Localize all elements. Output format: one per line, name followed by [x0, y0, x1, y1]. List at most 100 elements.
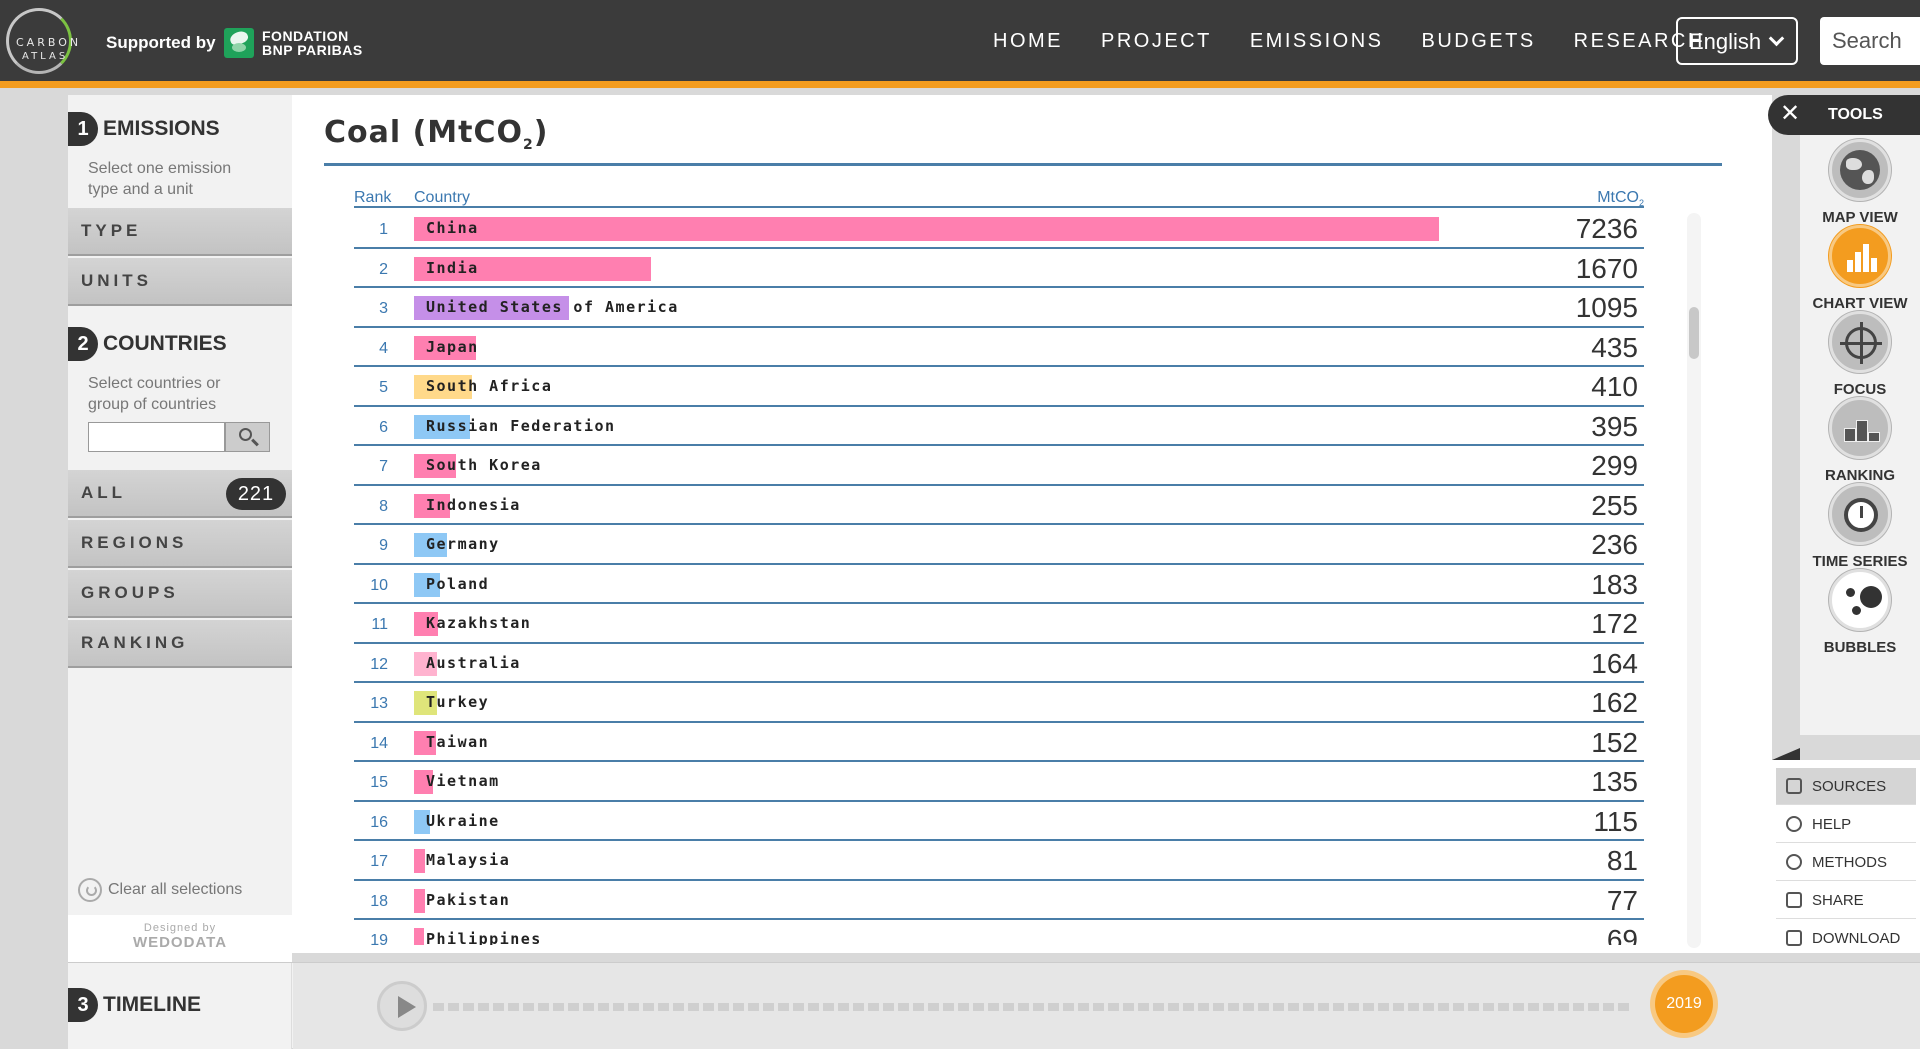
value-bar[interactable]: [414, 770, 434, 794]
share-menu-item[interactable]: SHARE: [1776, 882, 1916, 919]
country-name[interactable]: India: [426, 258, 479, 277]
nav-budgets[interactable]: BUDGETS: [1421, 30, 1536, 52]
table-row[interactable]: 10 Poland 183: [354, 565, 1644, 604]
nav-project[interactable]: PROJECT: [1101, 30, 1212, 52]
table-row[interactable]: 5 South Africa 410: [354, 367, 1644, 407]
country-name[interactable]: Pakistan: [426, 890, 511, 909]
timeline-slider[interactable]: [433, 1003, 1633, 1011]
all-countries-button[interactable]: ALL 221: [68, 470, 292, 518]
value-bar[interactable]: [414, 335, 476, 360]
table-row[interactable]: 8 Indonesia 255: [354, 486, 1644, 525]
country-column-header[interactable]: Country: [414, 189, 471, 206]
country-search-input[interactable]: [88, 422, 225, 452]
country-name[interactable]: Germany: [426, 535, 500, 553]
ranking-button[interactable]: RANKING: [68, 620, 292, 668]
country-name[interactable]: Australia: [426, 653, 521, 672]
table-row[interactable]: 2 India 1670: [354, 249, 1644, 288]
country-name[interactable]: Indonesia: [426, 495, 521, 514]
table-row[interactable]: 9 Germany 236: [354, 525, 1644, 565]
table-row[interactable]: 4 Japan 435: [354, 328, 1644, 367]
carbon-atlas-logo[interactable]: CARBON ATLAS: [6, 8, 90, 74]
value-bar[interactable]: [414, 572, 440, 597]
value-bar[interactable]: [414, 809, 431, 834]
units-button[interactable]: UNITS: [68, 258, 292, 306]
designed-by[interactable]: Designed by WEDODATA: [68, 915, 292, 962]
type-button[interactable]: TYPE: [68, 208, 292, 256]
value-bar[interactable]: [414, 493, 451, 518]
methods-menu-item[interactable]: METHODS: [1776, 844, 1916, 881]
value-bar[interactable]: [414, 533, 448, 557]
table-row[interactable]: 18 Pakistan 77: [354, 881, 1644, 920]
country-name[interactable]: South Korea: [426, 456, 542, 474]
value-bar[interactable]: [414, 296, 570, 320]
table-row[interactable]: 14 Taiwan 152: [354, 723, 1644, 762]
nav-emissions[interactable]: EMISSIONS: [1249, 30, 1384, 52]
country-name[interactable]: Japan: [426, 337, 479, 356]
table-row[interactable]: 6 Russian Federation 395: [354, 407, 1644, 446]
country-name[interactable]: Malaysia: [426, 851, 511, 869]
value-bar[interactable]: [414, 612, 439, 636]
value-bar[interactable]: [414, 375, 473, 399]
table-row[interactable]: 12 Australia 164: [354, 644, 1644, 683]
search-input[interactable]: Search: [1820, 17, 1920, 65]
sponsor-name[interactable]: FONDATION BNP PARIBAS: [262, 29, 363, 57]
country-name[interactable]: Kazakhstan: [426, 614, 532, 632]
value-bar[interactable]: [414, 730, 436, 755]
chart-view-tool[interactable]: CHART VIEW: [1800, 225, 1920, 312]
scrollbar-thumb[interactable]: [1689, 307, 1699, 359]
table-row[interactable]: 16 Ukraine 115: [354, 802, 1644, 841]
nav-home[interactable]: HOME: [993, 30, 1063, 52]
country-name[interactable]: China: [426, 219, 479, 237]
value-bar[interactable]: [414, 256, 651, 281]
timeline-bar: 3 TIMELINE 2019: [68, 962, 1920, 1049]
download-menu-item[interactable]: DOWNLOAD: [1776, 920, 1916, 957]
value-bar[interactable]: [414, 928, 424, 945]
country-name[interactable]: Poland: [426, 574, 490, 593]
country-name[interactable]: United States of America: [426, 298, 679, 316]
regions-button[interactable]: REGIONS: [68, 520, 292, 568]
value-cell: 299: [1591, 450, 1638, 481]
clear-selections-button[interactable]: Clear all selections: [78, 878, 242, 902]
table-row[interactable]: 11 Kazakhstan 172: [354, 604, 1644, 644]
help-menu-item[interactable]: HELP: [1776, 806, 1916, 843]
groups-button[interactable]: GROUPS: [68, 570, 292, 618]
value-bar[interactable]: [414, 217, 1439, 241]
table-row[interactable]: 17 Malaysia 81: [354, 841, 1644, 881]
close-icon[interactable]: ✕: [1780, 100, 1801, 127]
time-series-tool[interactable]: TIME SERIES: [1800, 483, 1920, 570]
bnp-paribas-logo-icon[interactable]: [224, 28, 254, 58]
language-select[interactable]: English: [1676, 17, 1798, 65]
value-bar[interactable]: [414, 414, 470, 439]
focus-tool[interactable]: FOCUS: [1800, 311, 1920, 398]
country-name[interactable]: Taiwan: [426, 732, 490, 751]
country-name[interactable]: Vietnam: [426, 772, 500, 790]
value-column-header[interactable]: MtCO2: [1597, 189, 1644, 208]
value-bar[interactable]: [414, 454, 457, 478]
country-name[interactable]: Russian Federation: [426, 416, 616, 435]
map-view-tool[interactable]: MAP VIEW: [1800, 139, 1920, 226]
country-name[interactable]: South Africa: [426, 377, 553, 395]
desc-line: Select countries or: [88, 375, 221, 392]
value-bar[interactable]: [414, 849, 426, 873]
table-row[interactable]: 7 South Korea 299: [354, 446, 1644, 486]
sources-menu-item[interactable]: SOURCES: [1776, 768, 1916, 805]
country-name[interactable]: Philippines: [426, 930, 542, 945]
country-name[interactable]: Ukraine: [426, 811, 500, 830]
value-bar[interactable]: [414, 888, 425, 913]
nav-research[interactable]: RESEARCH: [1573, 30, 1705, 52]
table-row[interactable]: 13 Turkey 162: [354, 683, 1644, 723]
country-name[interactable]: Turkey: [426, 693, 490, 711]
year-handle[interactable]: 2019: [1655, 975, 1713, 1033]
value-bar[interactable]: [414, 651, 438, 676]
ranking-tool[interactable]: RANKING: [1800, 397, 1920, 484]
rank-column-header[interactable]: Rank: [354, 189, 392, 206]
table-row[interactable]: 19 Philippines 69: [354, 920, 1644, 945]
table-row[interactable]: 15 Vietnam 135: [354, 762, 1644, 802]
bubbles-tool[interactable]: BUBBLES: [1800, 569, 1920, 656]
country-search-button[interactable]: [225, 422, 270, 452]
value-bar[interactable]: [414, 691, 437, 715]
table-row[interactable]: 1 China 7236: [354, 209, 1644, 249]
chart-scrollbar[interactable]: [1687, 213, 1701, 948]
play-button[interactable]: [377, 981, 427, 1031]
table-row[interactable]: 3 United States of America 1095: [354, 288, 1644, 328]
